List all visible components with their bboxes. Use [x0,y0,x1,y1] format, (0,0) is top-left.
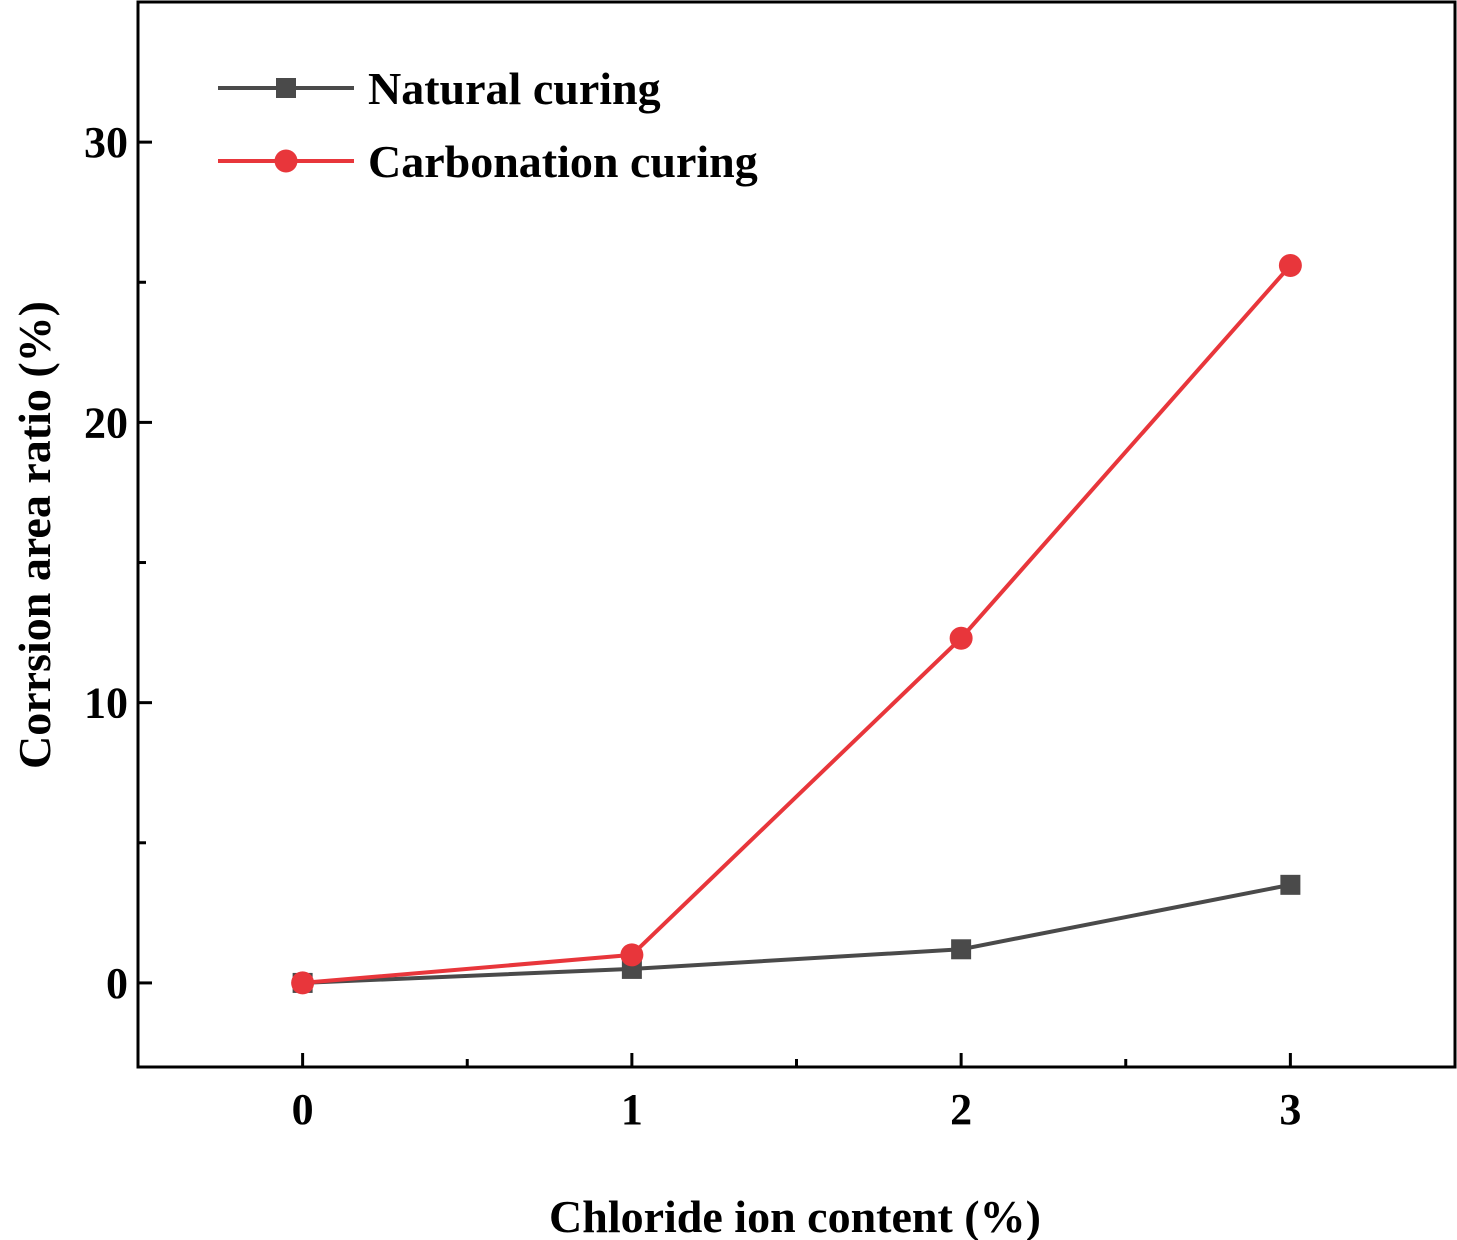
x-tick-label: 3 [1279,1085,1301,1134]
data-point [291,971,315,995]
series-layer [291,253,1302,995]
y-tick-label: 0 [106,959,128,1008]
y-axis: 0 10 20 30 [84,0,152,1008]
y-tick-label: 10 [84,679,128,728]
legend-marker [276,78,296,98]
legend: Natural curing Carbonation curing [218,63,758,187]
data-point [1278,253,1302,277]
data-point [949,626,973,650]
x-tick-label: 2 [950,1085,972,1134]
x-tick-label: 0 [292,1085,314,1134]
series-line [302,882,1291,985]
x-axis-title: Chloride ion content (%) [549,1191,1041,1240]
data-point [1280,874,1301,895]
data-point [620,943,644,967]
data-point [951,939,972,960]
y-tick-label: 20 [84,398,128,447]
legend-marker [274,149,298,173]
legend-label: Carbonation curing [368,136,758,187]
y-axis-title: Corrsion area ratio (%) [9,301,60,769]
legend-item-1: Carbonation curing [218,136,758,187]
series-0 [292,874,1301,993]
series-1 [291,253,1302,995]
series-line [302,264,1292,985]
y-tick-label: 30 [84,118,128,167]
x-tick-label: 1 [621,1085,643,1134]
legend-item-0: Natural curing [218,63,661,114]
legend-label: Natural curing [368,63,661,114]
x-axis: 0 1 2 3 [292,1053,1301,1134]
